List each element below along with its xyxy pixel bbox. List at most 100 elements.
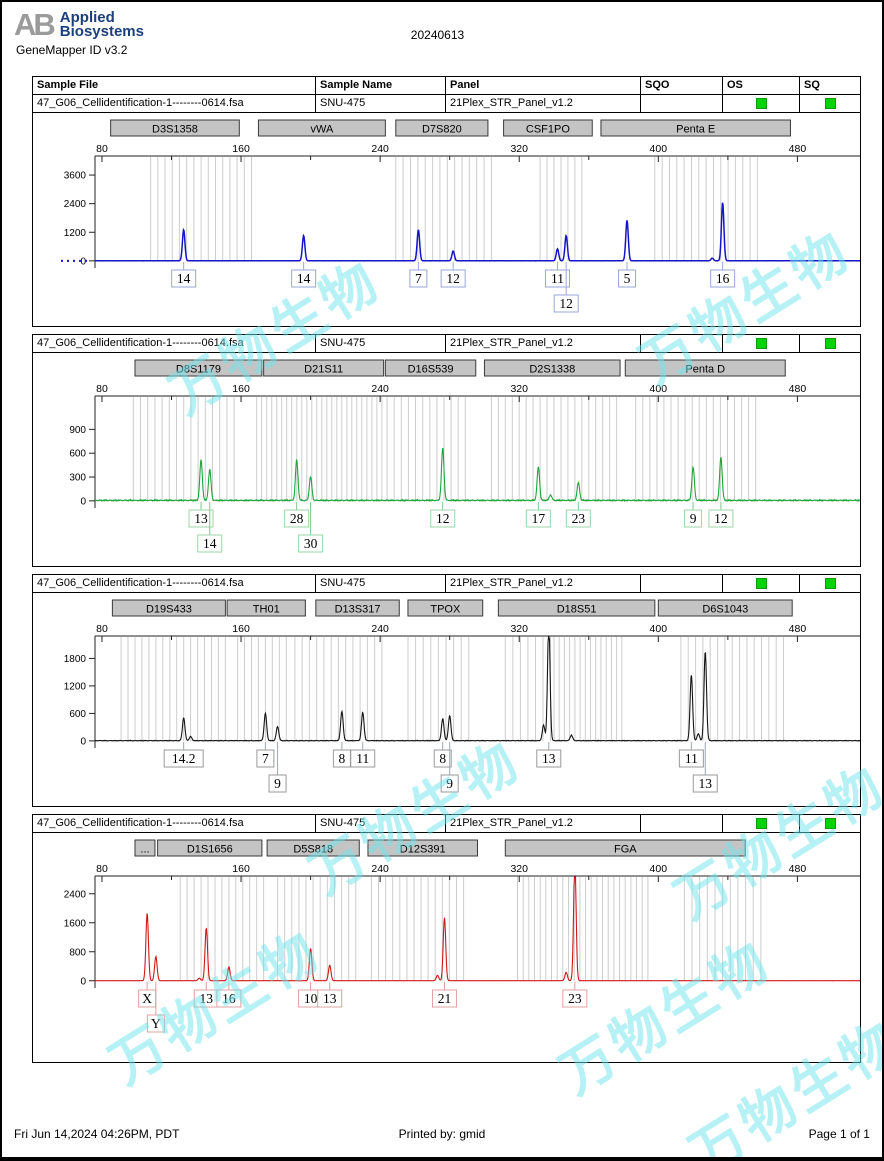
y-tick-label: 1200 bbox=[64, 681, 87, 692]
marker-boxes: D3S1358 vWA D7S820 CSF1PO Penta E bbox=[110, 119, 791, 137]
x-tick-label: 160 bbox=[232, 863, 250, 875]
svg-text:D3S1358: D3S1358 bbox=[152, 124, 198, 136]
sqo-cell bbox=[640, 575, 722, 592]
marker-box-d16s539: D16S539 bbox=[384, 359, 477, 377]
os-cell bbox=[722, 95, 799, 112]
svg-text:12: 12 bbox=[446, 271, 460, 286]
svg-text:30: 30 bbox=[304, 536, 318, 551]
x-tick-label: 160 bbox=[232, 143, 250, 155]
x-tick-label: 80 bbox=[96, 383, 108, 395]
svg-text:D8S1179: D8S1179 bbox=[176, 364, 221, 376]
panel-cell: 21Plex_STR_Panel_v1.2 bbox=[445, 95, 640, 112]
os-status-indicator bbox=[755, 578, 767, 589]
allele-label-vwa-14: 14 bbox=[291, 261, 317, 288]
sample-table-row: 47_G06_Cellidentification-1--------0614.… bbox=[33, 815, 860, 833]
svg-text:TPOX: TPOX bbox=[430, 604, 461, 616]
y-tick-label: 0 bbox=[80, 496, 86, 507]
x-tick-label: 320 bbox=[510, 143, 528, 155]
allele-label-amel-y: Y bbox=[146, 981, 165, 1033]
svg-text:14: 14 bbox=[177, 271, 191, 286]
svg-text:23: 23 bbox=[572, 511, 586, 526]
allele-label-d18s51-13: 13 bbox=[536, 741, 562, 768]
allele-label-d16s539-12: 12 bbox=[430, 501, 456, 528]
report-footer: Fri Jun 14,2024 04:26PM, PDT Printed by:… bbox=[2, 1127, 882, 1157]
x-tick-label: 480 bbox=[789, 623, 807, 635]
x-tick-label: 240 bbox=[371, 383, 389, 395]
panels: Sample File Sample Name Panel SQO OS SQ 47_G06… bbox=[2, 76, 882, 1070]
svg-text:13: 13 bbox=[200, 991, 214, 1006]
marker-box-th01: TH01 bbox=[226, 599, 306, 617]
svg-text:D1S1656: D1S1656 bbox=[187, 844, 233, 856]
sample-name-cell: SNU-475 bbox=[315, 95, 445, 112]
panel-cell: 21Plex_STR_Panel_v1.2 bbox=[445, 575, 640, 592]
x-axis: 80 160 240 320 400 480 bbox=[95, 383, 860, 402]
svg-text:8: 8 bbox=[339, 751, 346, 766]
svg-text:14: 14 bbox=[203, 536, 217, 551]
x-tick-label: 400 bbox=[650, 863, 668, 875]
os-cell bbox=[722, 815, 799, 832]
report-date: 20240613 bbox=[410, 28, 465, 42]
allele-label-d5s818-13: 13 bbox=[317, 981, 343, 1008]
marker-box-d19s433: D19S433 bbox=[111, 599, 226, 617]
column-header-os: OS bbox=[722, 77, 799, 94]
svg-text:16: 16 bbox=[222, 991, 236, 1006]
x-tick-label: 480 bbox=[789, 143, 807, 155]
svg-text:Penta E: Penta E bbox=[676, 124, 715, 136]
allele-label-csf1po-11: 11 bbox=[544, 261, 570, 288]
sq-cell bbox=[799, 815, 860, 832]
allele-label-penta-d-12: 12 bbox=[708, 501, 734, 528]
svg-text:7: 7 bbox=[262, 751, 269, 766]
x-tick-label: 400 bbox=[650, 383, 668, 395]
sq-status-indicator bbox=[824, 578, 836, 589]
os-cell bbox=[722, 575, 799, 592]
sqo-cell bbox=[640, 335, 722, 352]
marker-box-d8s1179: D8S1179 bbox=[134, 359, 263, 377]
svg-text:11: 11 bbox=[356, 751, 369, 766]
svg-text:Y: Y bbox=[151, 1016, 161, 1031]
svg-text:CSF1PO: CSF1PO bbox=[526, 124, 570, 136]
logo-block: AB Applied Biosystems bbox=[14, 9, 861, 40]
allele-label-d19s433-14-2: 14.2 bbox=[163, 741, 204, 768]
y-tick-label: 600 bbox=[69, 449, 86, 460]
svg-text:D7S820: D7S820 bbox=[422, 124, 462, 136]
allele-label-d6s1043-11: 11 bbox=[678, 741, 704, 768]
sample-file-cell: 47_G06_Cellidentification-1--------0614.… bbox=[37, 577, 244, 589]
sample-name-cell: SNU-475 bbox=[315, 335, 445, 352]
dye-panel-4: 47_G06_Cellidentification-1--------0614.… bbox=[32, 814, 861, 1063]
y-tick-label: 900 bbox=[69, 425, 86, 436]
svg-text:9: 9 bbox=[274, 776, 281, 791]
y-tick-label: 1600 bbox=[64, 918, 87, 929]
svg-text:11: 11 bbox=[685, 751, 698, 766]
column-header-sample-name: Sample Name bbox=[315, 77, 445, 94]
svg-text:28: 28 bbox=[290, 511, 304, 526]
svg-text:12: 12 bbox=[436, 511, 450, 526]
electropherogram-plot: D3S1358 vWA D7S820 CSF1PO Penta E80 160 240 320… bbox=[61, 119, 860, 313]
bin-stripes bbox=[150, 157, 758, 261]
marker-box-penta-e: Penta E bbox=[600, 119, 791, 137]
x-tick-label: 80 bbox=[96, 143, 108, 155]
marker-box-d7s820: D7S820 bbox=[395, 119, 489, 137]
allele-label-d3s1358-14: 14 bbox=[171, 261, 197, 288]
svg-text:14: 14 bbox=[297, 271, 311, 286]
sq-cell bbox=[799, 95, 860, 112]
x-tick-label: 320 bbox=[510, 623, 528, 635]
bin-stripes bbox=[132, 397, 757, 501]
svg-text:13: 13 bbox=[699, 776, 713, 791]
sample-name-cell: SNU-475 bbox=[315, 575, 445, 592]
allele-labels: XY 13 16 10 13 21 23 bbox=[138, 981, 588, 1033]
allele-label-d7s820-12: 12 bbox=[440, 261, 466, 288]
x-tick-label: 400 bbox=[650, 143, 668, 155]
x-tick-label: 320 bbox=[510, 383, 528, 395]
svg-text:TH01: TH01 bbox=[253, 604, 280, 616]
svg-text:vWA: vWA bbox=[310, 124, 333, 136]
allele-label-d1s1656-13: 13 bbox=[193, 981, 219, 1008]
allele-label-d2s1338-17: 17 bbox=[525, 501, 551, 528]
sample-table-row: 47_G06_Cellidentification-1--------0614.… bbox=[33, 575, 860, 593]
marker-box-d12s391: D12S391 bbox=[367, 839, 478, 857]
dye-panel-2: 47_G06_Cellidentification-1--------0614.… bbox=[32, 334, 861, 567]
marker-box-dots: ... bbox=[134, 839, 156, 857]
allele-label-fga-23: 23 bbox=[562, 981, 588, 1008]
svg-text:13: 13 bbox=[323, 991, 337, 1006]
